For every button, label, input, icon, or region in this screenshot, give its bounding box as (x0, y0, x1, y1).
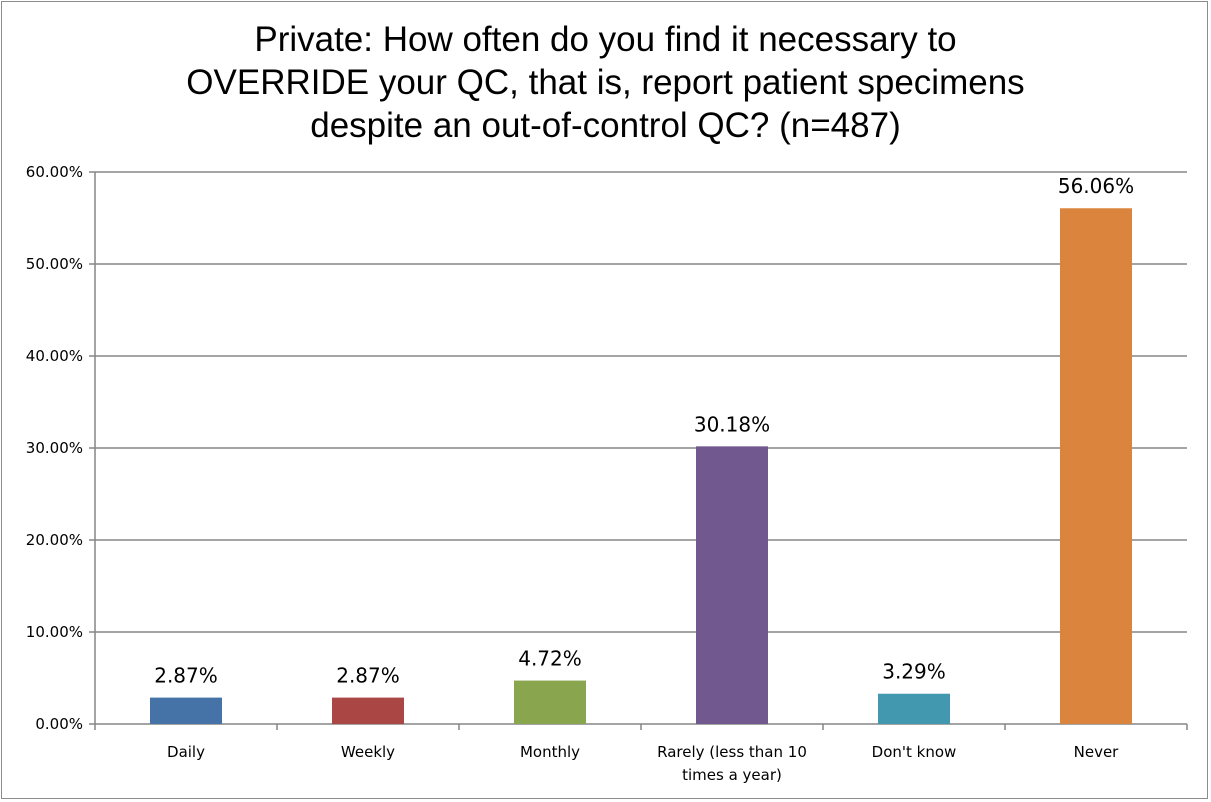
x-category-label: times a year) (682, 766, 782, 784)
bar-never (1060, 208, 1132, 725)
bar-monthly (514, 680, 586, 724)
chart-title-line: OVERRIDE your QC, that is, report patien… (186, 63, 1025, 102)
y-tick-label: 50.00% (26, 255, 83, 273)
bar-rarely-less-than-10-times-a-year- (696, 446, 768, 724)
y-tick-label: 30.00% (26, 439, 83, 457)
y-tick-label: 10.00% (26, 623, 83, 641)
y-tick-label: 60.00% (26, 163, 83, 181)
x-category-label: Monthly (520, 743, 580, 761)
x-category-label: Never (1074, 743, 1120, 761)
data-label: 2.87% (154, 664, 218, 688)
bar-don-t-know (878, 693, 950, 724)
data-label: 4.72% (518, 647, 582, 671)
x-category-label: Don't know (872, 743, 957, 761)
x-category-label: Weekly (341, 743, 395, 761)
chart-title-line: Private: How often do you find it necess… (254, 20, 957, 59)
bar-weekly (332, 697, 404, 724)
bar-daily (150, 697, 222, 724)
y-tick-label: 20.00% (26, 531, 83, 549)
data-label: 3.29% (882, 660, 946, 684)
chart-title-line: despite an out-of-control QC? (n=487) (310, 106, 901, 145)
data-label: 30.18% (694, 412, 770, 436)
y-tick-label: 0.00% (35, 715, 83, 733)
chart-title: Private: How often do you find it necess… (0, 18, 1211, 147)
data-label: 2.87% (336, 664, 400, 688)
x-category-label: Daily (167, 743, 205, 761)
x-category-label: Rarely (less than 10 (657, 743, 807, 761)
y-tick-label: 40.00% (26, 347, 83, 365)
data-label: 56.06% (1058, 174, 1134, 198)
